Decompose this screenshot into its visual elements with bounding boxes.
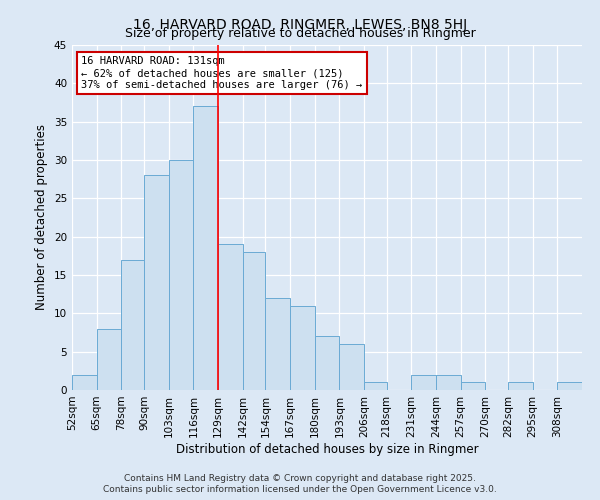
Bar: [508, 382, 533, 390]
Bar: [340, 344, 364, 390]
Bar: [218, 244, 242, 390]
Bar: [314, 336, 340, 390]
Bar: [169, 160, 193, 390]
Bar: [436, 374, 461, 390]
Text: 16, HARVARD ROAD, RINGMER, LEWES, BN8 5HJ: 16, HARVARD ROAD, RINGMER, LEWES, BN8 5H…: [133, 18, 467, 32]
Bar: [121, 260, 144, 390]
Text: Size of property relative to detached houses in Ringmer: Size of property relative to detached ho…: [125, 28, 475, 40]
Y-axis label: Number of detached properties: Number of detached properties: [35, 124, 49, 310]
Bar: [265, 298, 290, 390]
Bar: [242, 252, 265, 390]
Bar: [72, 374, 97, 390]
Text: 16 HARVARD ROAD: 131sqm
← 62% of detached houses are smaller (125)
37% of semi-d: 16 HARVARD ROAD: 131sqm ← 62% of detache…: [82, 56, 363, 90]
Bar: [364, 382, 387, 390]
Bar: [461, 382, 485, 390]
Bar: [290, 306, 314, 390]
X-axis label: Distribution of detached houses by size in Ringmer: Distribution of detached houses by size …: [176, 442, 478, 456]
Bar: [144, 176, 169, 390]
Text: Contains HM Land Registry data © Crown copyright and database right 2025.
Contai: Contains HM Land Registry data © Crown c…: [103, 474, 497, 494]
Bar: [97, 328, 121, 390]
Bar: [193, 106, 218, 390]
Bar: [557, 382, 582, 390]
Bar: [412, 374, 436, 390]
